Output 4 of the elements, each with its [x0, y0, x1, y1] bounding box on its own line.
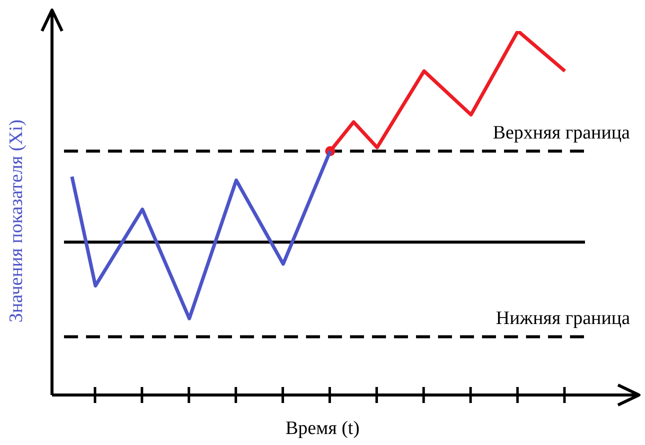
x-axis-title: Время (t) [284, 418, 361, 440]
y-axis-title: Значения показателя (Xi) [6, 118, 28, 325]
ref-line-label: Нижняя граница [496, 308, 631, 330]
ref-line-label: Верхняя граница [492, 122, 631, 144]
